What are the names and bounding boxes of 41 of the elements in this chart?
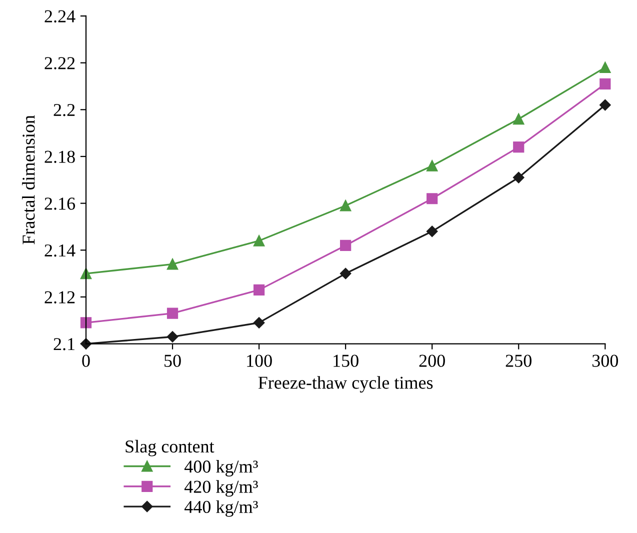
point [513, 113, 524, 125]
legend-label: 400 kg/m³ [184, 460, 258, 476]
x-axis-title: Freeze-thaw cycle times [258, 376, 433, 393]
x-tick-label: 300 [592, 354, 618, 367]
point [80, 317, 92, 328]
point [513, 172, 524, 184]
legend-label: 440 kg/m³ [184, 500, 258, 517]
point [600, 62, 611, 74]
point [600, 78, 611, 90]
x-tick-label: 0 [82, 354, 90, 367]
y-tick-label: 2.2 [54, 104, 75, 116]
point [426, 226, 438, 238]
point [426, 193, 438, 204]
x-tick-label: 200 [419, 354, 445, 367]
point [340, 240, 352, 251]
legend-title: Slag content [126, 440, 214, 456]
y-tick-label: 2.12 [44, 291, 75, 304]
point [166, 308, 178, 319]
x-tick-label: 100 [247, 354, 272, 367]
legend-label: 420 kg/m³ [184, 480, 258, 497]
point [253, 317, 265, 328]
point [166, 258, 178, 270]
point [340, 200, 352, 212]
x-tick-label: 150 [334, 354, 358, 367]
point [253, 235, 265, 246]
x-tick-label: 50 [164, 354, 181, 367]
y-tick-label: 2.1 [54, 338, 74, 350]
y-tick-label: 2.18 [44, 150, 75, 163]
y-axis-title: Fractal dimension [22, 115, 35, 244]
x-tick-label: 250 [506, 354, 532, 367]
point [513, 142, 524, 153]
y-tick-label: 2.22 [44, 57, 75, 70]
point [426, 160, 438, 172]
point [340, 268, 352, 280]
y-tick-label: 2.16 [44, 198, 76, 210]
point [600, 99, 611, 111]
point [166, 331, 178, 342]
point [80, 338, 92, 350]
y-tick-label: 2.24 [44, 10, 76, 23]
point [253, 284, 265, 296]
y-tick-label: 2.14 [44, 244, 76, 257]
